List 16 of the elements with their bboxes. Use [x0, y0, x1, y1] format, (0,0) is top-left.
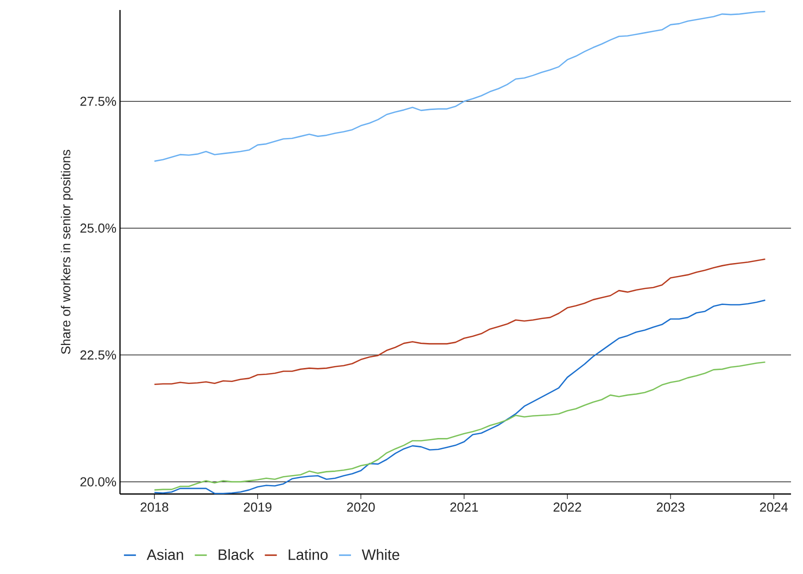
x-tick-label: 2019	[244, 502, 272, 512]
x-tick-label: 2022	[554, 502, 582, 512]
y-tick-label: 27.5%	[80, 96, 116, 106]
legend-label: Asian	[146, 549, 184, 560]
y-tick-label: 20.0%	[80, 477, 116, 486]
x-tick-label: 2023	[656, 502, 684, 512]
x-tick-label: 2024	[760, 502, 788, 512]
y-axis-title: Share of workers in senior positions	[60, 150, 73, 354]
x-tick-label: 2018	[140, 502, 168, 512]
legend-label: Latino	[288, 549, 328, 560]
legend-label: White	[362, 549, 400, 560]
legend-label: Black	[218, 549, 254, 560]
y-tick-label: 22.5%	[80, 350, 116, 360]
x-tick-label: 2021	[450, 502, 478, 512]
x-tick-label: 2020	[347, 502, 375, 512]
y-tick-label: 25.0%	[80, 224, 116, 233]
